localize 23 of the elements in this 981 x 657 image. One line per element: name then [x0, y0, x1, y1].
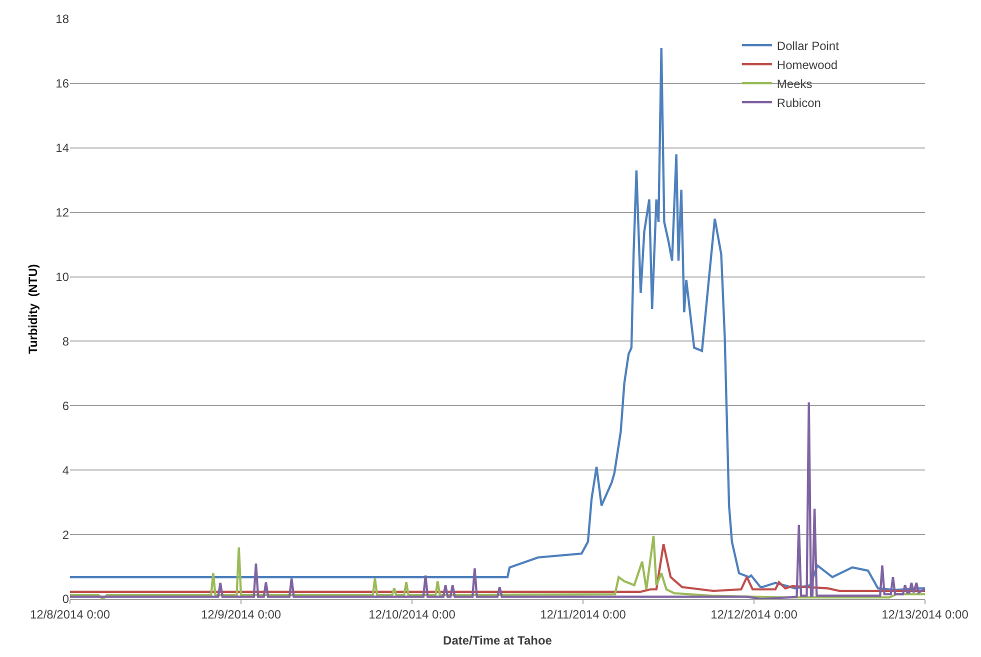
y-tick-label: 14 — [56, 141, 70, 156]
legend-label: Homewood — [776, 58, 838, 72]
y-tick-label: 10 — [56, 270, 70, 284]
y-tick-label: 12 — [56, 206, 70, 220]
x-tick-label: 12/9/2014 0:00 — [200, 607, 282, 622]
x-tick-label: 12/11/2014 0:00 — [540, 607, 626, 622]
y-tick-label: 18 — [56, 12, 70, 26]
x-tick-label: 12/8/2014 0:00 — [30, 607, 110, 622]
y-axis-title: Turbidity (NTU) — [26, 264, 40, 354]
y-tick-label: 6 — [62, 398, 70, 413]
y-tick-label: 2 — [62, 528, 70, 542]
x-tick-label: 12/12/2014 0:00 — [710, 607, 798, 622]
line-series — [70, 543, 925, 594]
legend-label: Rubicon — [776, 96, 821, 110]
y-tick-label: 0 — [62, 592, 70, 606]
y-tick-label: 4 — [62, 463, 70, 478]
legend-label: Dollar Point — [776, 38, 840, 53]
x-tick-label: 12/13/2014 0:00 — [882, 607, 969, 622]
y-tick-label: 8 — [62, 334, 70, 348]
x-tick-label: 12/10/2014 0:00 — [368, 607, 456, 622]
x-axis-title: Date/Time at Tahoe — [443, 633, 552, 648]
y-tick-label: 16 — [56, 76, 70, 91]
legend-label: Meeks — [776, 76, 812, 91]
